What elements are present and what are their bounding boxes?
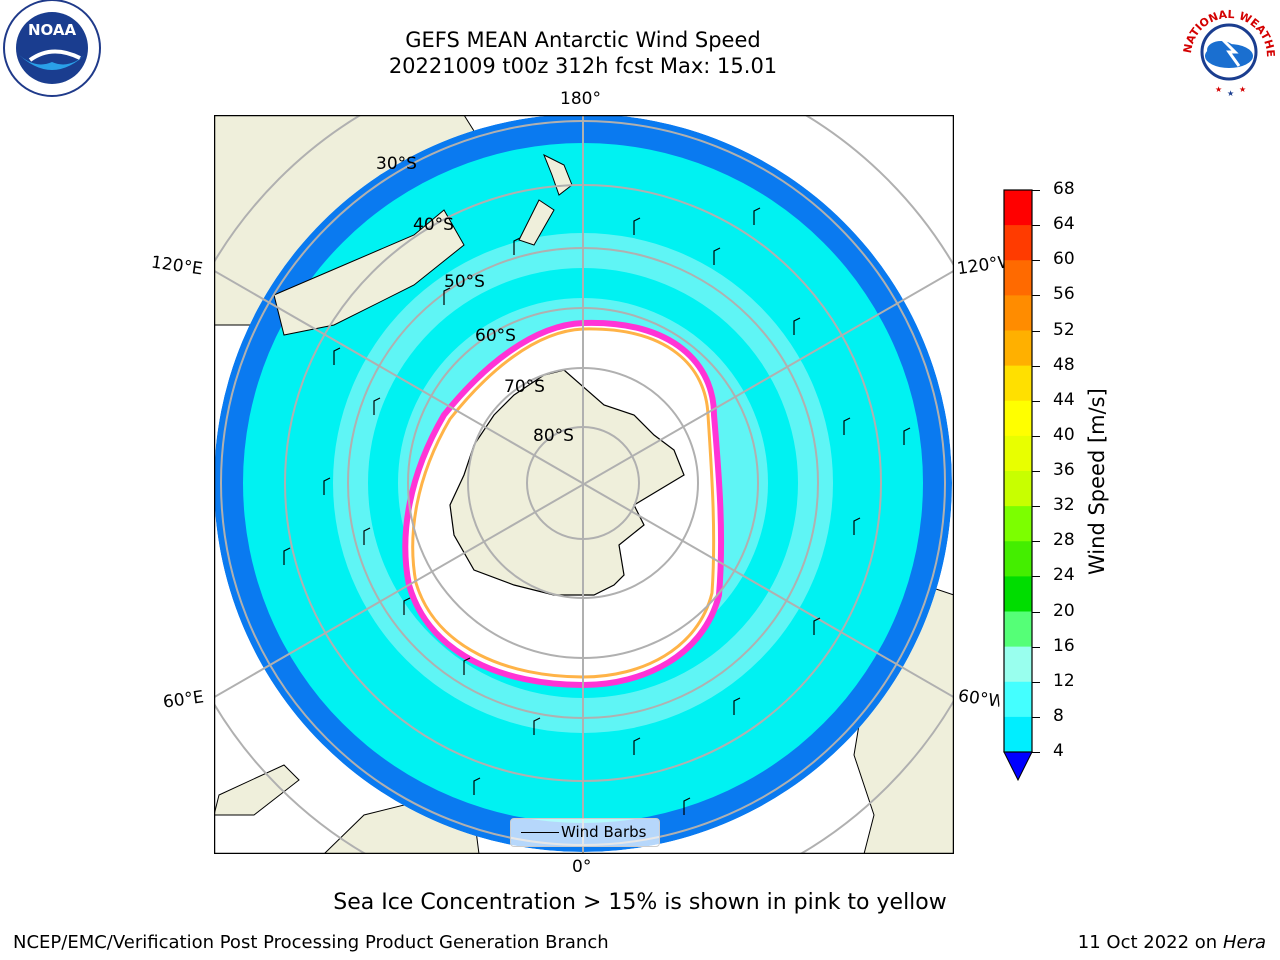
colorbar-tick-mark <box>1032 190 1040 191</box>
lon-label-0: 0° <box>572 857 592 877</box>
lon-label-60e: 60°E <box>161 687 206 713</box>
colorbar-tick-mark <box>1032 611 1040 613</box>
colorbar-tick-label: 40 <box>1053 424 1075 445</box>
colorbar <box>1003 189 1033 782</box>
lat-label-30s: 30°S <box>376 154 417 174</box>
chart-subtitle: 20221009 t00z 312h fcst Max: 15.01 <box>388 54 778 78</box>
colorbar-title: Wind Speed [m/s] <box>1085 388 1109 575</box>
colorbar-tick-mark <box>1032 330 1040 332</box>
colorbar-tick-label: 48 <box>1053 354 1075 375</box>
colorbar-tick-mark <box>1032 400 1040 402</box>
colorbar-tick-mark <box>1032 365 1040 367</box>
lon-label-60w: 60°W <box>956 686 1002 712</box>
svg-text:★: ★ <box>1227 89 1234 98</box>
colorbar-band <box>1004 260 1032 296</box>
colorbar-band <box>1004 611 1032 648</box>
footer-credit: NCEP/EMC/Verification Post Processing Pr… <box>13 932 609 953</box>
colorbar-band <box>1004 506 1032 542</box>
colorbar-tick-mark <box>1032 471 1040 472</box>
svg-text:★: ★ <box>1215 85 1222 94</box>
colorbar-band <box>1004 471 1032 507</box>
colorbar-tick-mark <box>1032 260 1040 262</box>
colorbar-tick-mark <box>1032 576 1040 578</box>
colorbar-tick-mark <box>1032 225 1040 227</box>
colorbar-tick-mark <box>1032 295 1040 297</box>
colorbar-tick-label: 4 <box>1053 741 1064 761</box>
colorbar-tick-label: 28 <box>1053 530 1075 551</box>
colorbar-tick-mark <box>1032 716 1040 718</box>
colorbar-tick-label: 20 <box>1053 600 1075 621</box>
colorbar-band <box>1004 225 1032 261</box>
colorbar-band <box>1004 190 1032 226</box>
colorbar-band <box>1004 435 1032 472</box>
legend-line-swatch <box>521 832 559 833</box>
colorbar-tick-label: 44 <box>1053 389 1075 410</box>
noaa-logo: NOAA <box>3 0 101 97</box>
colorbar-tick-label: 60 <box>1053 249 1075 270</box>
lat-label-40s: 40°S <box>413 215 454 235</box>
map-legend: Wind Barbs <box>510 818 660 847</box>
colorbar-band <box>1004 681 1032 718</box>
colorbar-band <box>1004 541 1032 577</box>
colorbar-tick-mark <box>1032 681 1040 683</box>
legend-label: Wind Barbs <box>561 823 647 841</box>
colorbar-tick-mark <box>1032 646 1040 648</box>
colorbar-band <box>1004 295 1032 331</box>
colorbar-tick-label: 36 <box>1053 460 1075 480</box>
nws-logo: NATIONAL WEATHER SERVICE ★ ★ ★ <box>1177 0 1277 98</box>
sea-ice-caption: Sea Ice Concentration > 15% is shown in … <box>333 890 947 915</box>
noaa-logo-text: NOAA <box>28 21 77 39</box>
lat-label-50s: 50°S <box>444 272 485 292</box>
colorbar-band <box>1004 646 1032 683</box>
polar-map: 30°S 40°S 50°S 60°S 70°S 80°S <box>214 115 954 854</box>
colorbar-tick-label: 68 <box>1053 179 1075 199</box>
footer-system: Hera <box>1222 932 1266 953</box>
colorbar-band <box>1004 400 1032 437</box>
colorbar-tick-mark <box>1032 506 1040 508</box>
colorbar-tick-label: 52 <box>1053 319 1075 340</box>
colorbar-tick-mark <box>1032 435 1040 437</box>
lon-label-180: 180° <box>560 89 601 109</box>
colorbar-band <box>1004 716 1032 753</box>
colorbar-tick-mark <box>1032 541 1040 543</box>
lon-label-120w: 120°W <box>955 252 1007 280</box>
lon-label-120e: 120°E <box>149 252 204 280</box>
colorbar-tick-label: 24 <box>1053 565 1075 586</box>
colorbar-tick-label: 56 <box>1053 284 1075 305</box>
colorbar-band <box>1004 576 1032 612</box>
colorbar-tick-mark <box>1032 752 1040 753</box>
land-antarctica <box>449 369 685 596</box>
colorbar-band <box>1004 365 1032 402</box>
colorbar-tick-label: 12 <box>1053 670 1075 691</box>
colorbar-band <box>1004 330 1032 367</box>
colorbar-tick-label: 16 <box>1053 635 1075 656</box>
colorbar-tick-label: 32 <box>1053 495 1075 516</box>
chart-title: GEFS MEAN Antarctic Wind Speed <box>405 28 761 52</box>
wind-barbs <box>283 207 911 815</box>
svg-text:★: ★ <box>1239 85 1246 94</box>
footer-date: 11 Oct 2022 on Hera <box>1078 932 1266 953</box>
colorbar-tick-label: 8 <box>1053 705 1064 726</box>
lat-label-60s: 60°S <box>475 326 516 346</box>
colorbar-tick-label: 64 <box>1053 214 1075 235</box>
lat-label-80s: 80°S <box>533 426 574 446</box>
lat-label-70s: 70°S <box>504 377 545 397</box>
footer-date-text: 11 Oct 2022 on <box>1077 932 1223 953</box>
land-new-zealand <box>518 153 573 246</box>
